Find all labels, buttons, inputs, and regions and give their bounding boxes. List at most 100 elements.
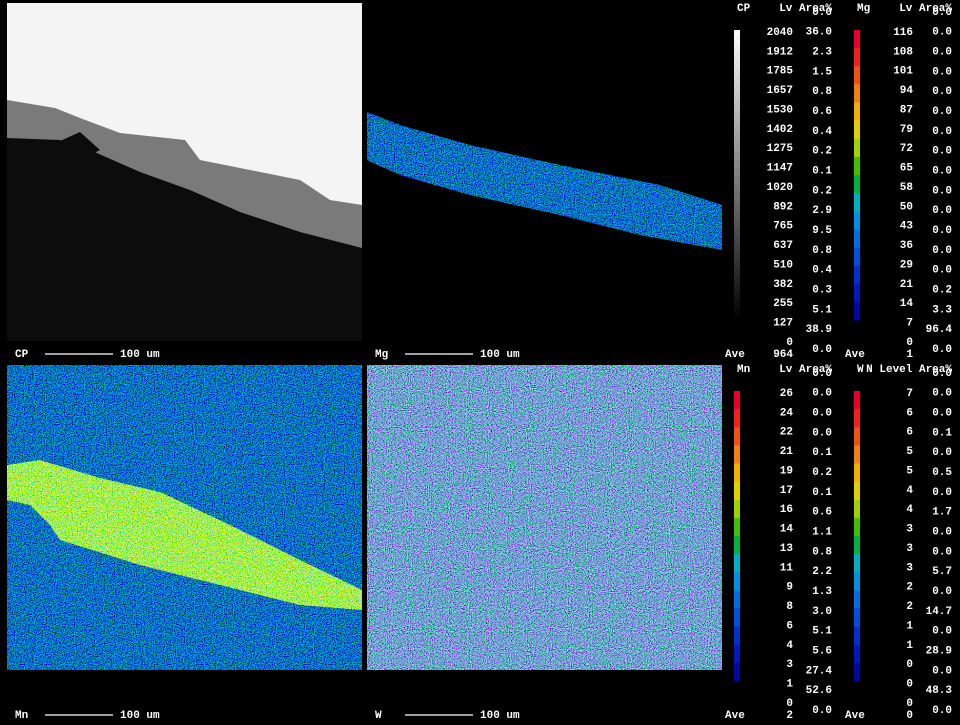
area-label: 3.0 (812, 606, 832, 618)
level-label: 16 (780, 504, 793, 516)
area-label: 48.3 (926, 685, 953, 697)
area-label: 0.0 (932, 526, 952, 538)
level-label: 6 (906, 407, 913, 419)
area-label: 0.0 (932, 546, 952, 558)
level-label: 0 (786, 337, 793, 349)
area-label: 96.4 (926, 324, 953, 336)
area-label: 1.5 (812, 66, 832, 78)
color-bar-step (734, 517, 740, 537)
color-bar-step (854, 48, 860, 67)
color-bar-step (854, 66, 860, 85)
color-bar-step (734, 409, 740, 428)
area-label: 0.8 (812, 245, 832, 257)
color-bar-step (854, 193, 860, 212)
level-label: 382 (773, 279, 793, 291)
area-label: 38.9 (806, 324, 832, 336)
level-label: 510 (773, 259, 793, 271)
level-label: 7 (906, 318, 913, 330)
area-label: 3.3 (932, 304, 952, 316)
area-label: 0.0 (812, 427, 832, 439)
panel-label: CP (15, 349, 29, 361)
area-label: 0.0 (932, 665, 952, 677)
level-label: 127 (773, 318, 793, 330)
level-label: 21 (780, 446, 794, 458)
area-label: 0.0 (932, 408, 952, 420)
scale-label: 100 um (120, 710, 160, 722)
area-label: 0.0 (932, 368, 952, 380)
level-label: 22 (780, 427, 793, 439)
area-label: 0.0 (932, 586, 952, 598)
color-bar-step (854, 175, 860, 194)
area-label: 0.0 (812, 705, 832, 717)
area-label: 0.0 (932, 27, 952, 39)
legend-element: Mg (857, 3, 870, 15)
area-label: 0.0 (932, 245, 952, 257)
area-label: 0.1 (812, 487, 832, 499)
area-label: 2.2 (812, 566, 832, 578)
level-label: 13 (780, 543, 794, 555)
level-label: 1657 (767, 85, 793, 97)
color-bar-step (854, 463, 860, 483)
color-bar-step (854, 409, 860, 428)
area-label: 0.1 (812, 447, 832, 459)
color-bar-step (854, 102, 860, 122)
level-label: 0 (906, 337, 913, 349)
area-label: 5.1 (812, 304, 832, 316)
level-label: 24 (780, 407, 794, 419)
level-label: 21 (900, 279, 914, 291)
legend-header: Lv Area% (779, 3, 832, 15)
level-label: 2 (906, 582, 913, 594)
legend-element: W (857, 364, 864, 376)
area-label: 52.6 (806, 685, 832, 697)
area-label: 0.4 (812, 126, 832, 138)
legend-element: Mn (737, 364, 750, 376)
level-label: 1912 (767, 46, 793, 58)
level-label: 637 (773, 240, 793, 252)
area-label: 0.0 (932, 344, 952, 356)
area-label: 0.0 (932, 388, 952, 400)
legend-element: CP (737, 3, 751, 15)
area-label: 0.0 (932, 7, 952, 19)
level-label: 765 (773, 221, 793, 233)
level-label: 19 (780, 465, 793, 477)
area-label: 0.0 (932, 66, 952, 78)
color-bar-step (854, 590, 860, 609)
color-bar-step (854, 229, 860, 248)
area-label: 0.6 (812, 507, 832, 519)
level-label: 892 (773, 201, 793, 213)
area-label: 0.0 (932, 126, 952, 138)
ave-label: Ave (845, 710, 865, 722)
area-label: 0.3 (812, 284, 832, 296)
area-label: 2.9 (812, 205, 832, 217)
area-label: 5.1 (812, 626, 832, 638)
area-label: 0.2 (812, 146, 832, 158)
level-label: 79 (900, 124, 913, 136)
area-label: 1.7 (932, 507, 952, 519)
color-bar-step (854, 283, 860, 303)
level-label: 1147 (767, 163, 793, 175)
level-label: 87 (900, 104, 913, 116)
level-label: 0 (906, 698, 913, 710)
area-label: 0.8 (812, 546, 832, 558)
area-label: 0.0 (812, 7, 832, 19)
area-label: 0.2 (932, 284, 952, 296)
area-label: 0.2 (812, 467, 832, 479)
color-bar-step (854, 662, 860, 682)
area-label: 2.3 (812, 47, 832, 59)
area-label: 0.0 (932, 146, 952, 158)
ave-label: Ave (725, 349, 745, 361)
level-label: 72 (900, 143, 913, 155)
color-bar-step (854, 499, 860, 519)
w-image (367, 365, 722, 670)
level-label: 0 (906, 659, 913, 671)
area-label: 0.0 (932, 205, 952, 217)
area-label: 0.6 (812, 106, 832, 118)
color-bar-step (854, 120, 860, 140)
area-label: 0.0 (932, 185, 952, 197)
level-label: 36 (900, 240, 913, 252)
area-label: 1.1 (812, 526, 832, 538)
ave-label: Ave (725, 710, 745, 722)
color-bar-step (854, 517, 860, 537)
color-bar-step (734, 463, 740, 483)
area-label: 0.0 (932, 106, 952, 118)
